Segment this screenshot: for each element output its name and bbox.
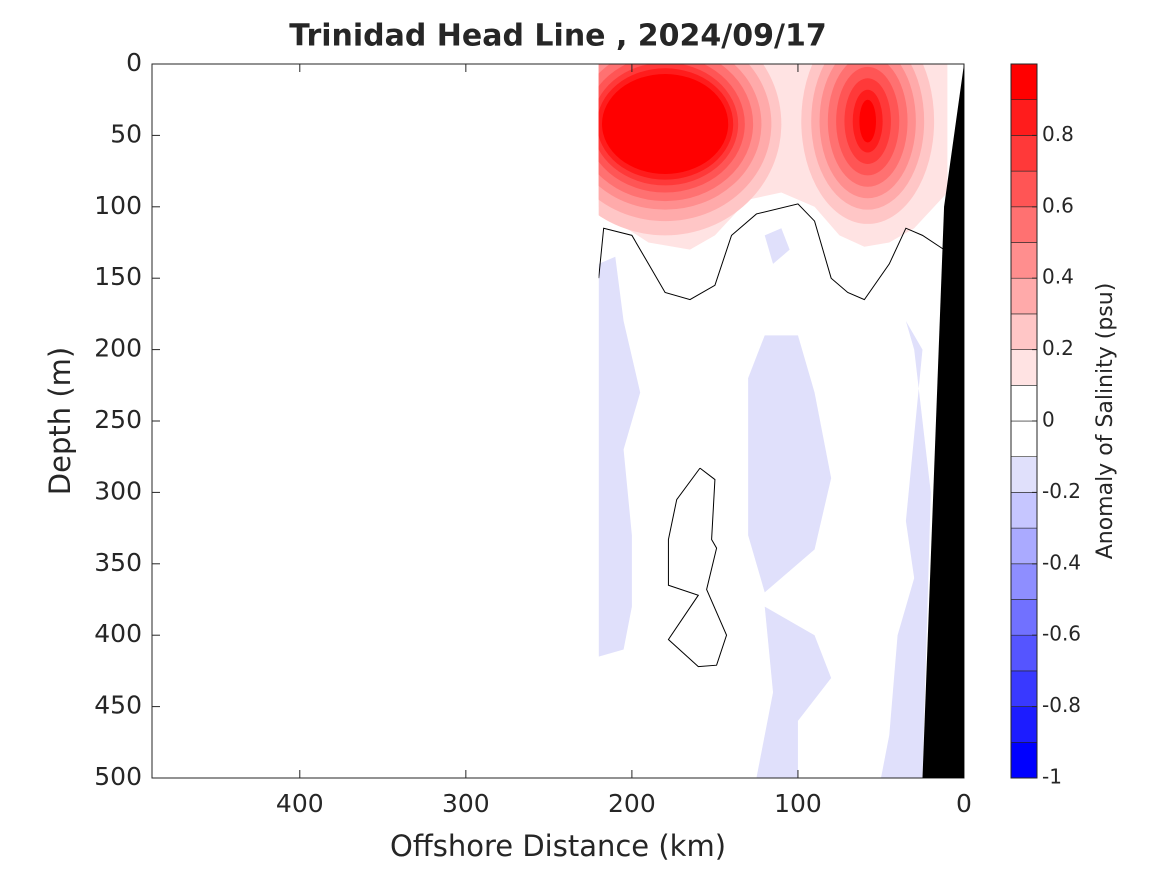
bathymetry: [922, 64, 964, 778]
y-axis-label: Depth (m): [43, 347, 77, 495]
contour-fill: [756, 606, 832, 778]
colorbar-band: [1010, 420, 1038, 458]
colorbar-band: [1010, 492, 1038, 529]
x-axis-label: Offshore Distance (km): [390, 829, 726, 863]
colorbar-band: [1010, 349, 1038, 386]
contour-fill: [764, 228, 790, 264]
colorbar-band: [1010, 206, 1038, 243]
plot-area: [598, 64, 948, 778]
colorbar-band: [1010, 599, 1038, 636]
colorbar-band: [1010, 527, 1038, 565]
colorbar-tick-label: 0: [1042, 408, 1055, 432]
contour-fill: [602, 73, 729, 174]
colorbar-tick-label: -1: [1042, 765, 1062, 789]
colorbar-tick-label: -0.8: [1042, 693, 1081, 717]
contour-fill: [859, 99, 876, 143]
x-tick-label: 300: [442, 789, 490, 818]
x-tick-label: 100: [774, 789, 822, 818]
x-tick-label: 200: [608, 789, 656, 818]
colorbar-band: [1010, 706, 1038, 743]
colorbar-band: [1010, 99, 1038, 136]
colorbar-tick-label: -0.6: [1042, 622, 1081, 646]
colorbar-band: [1010, 170, 1038, 208]
x-tick-label: 0: [956, 789, 972, 818]
colorbar-tick-label: -0.4: [1042, 550, 1081, 574]
zero-contour: [598, 203, 945, 301]
chart-title: Trinidad Head Line , 2024/09/17: [289, 19, 826, 54]
colorbar-band: [1010, 670, 1038, 707]
contour-fill: [598, 256, 641, 657]
y-tick-label: 0: [126, 48, 142, 77]
colorbar-band: [1010, 456, 1038, 493]
colorbar-band: [1010, 563, 1038, 600]
y-tick-label: 350: [94, 548, 142, 577]
y-tick-label: 300: [94, 476, 142, 505]
colorbar-label: Anomaly of Salinity (psu): [1093, 283, 1118, 560]
y-tick-label: 150: [94, 262, 142, 291]
contour-fill: [748, 335, 832, 593]
y-tick-label: 450: [94, 691, 142, 720]
zero-contour: [667, 467, 728, 668]
colorbar-tick-label: 0.4: [1042, 265, 1074, 289]
colorbar-band: [1010, 741, 1038, 779]
colorbar-band: [1010, 313, 1038, 350]
colorbar-tick-label: 0.6: [1042, 193, 1074, 217]
y-tick-label: 100: [94, 191, 142, 220]
colorbar-band: [1010, 277, 1038, 315]
colorbar-tick-label: 0.8: [1042, 122, 1074, 146]
y-tick-label: 50: [110, 119, 142, 148]
colorbar-band: [1010, 135, 1038, 172]
y-tick-label: 250: [94, 405, 142, 434]
colorbar-band: [1010, 384, 1038, 422]
y-tick-label: 200: [94, 334, 142, 363]
y-tick-label: 500: [94, 762, 142, 791]
colorbar-tick-label: 0.2: [1042, 336, 1074, 360]
colorbar-band: [1010, 63, 1038, 101]
colorbar-tick-label: -0.2: [1042, 479, 1081, 503]
contour-fill: [880, 321, 931, 778]
y-tick-label: 400: [94, 619, 142, 648]
colorbar-band: [1010, 634, 1038, 672]
x-tick-label: 400: [276, 789, 324, 818]
colorbar-band: [1010, 242, 1038, 279]
